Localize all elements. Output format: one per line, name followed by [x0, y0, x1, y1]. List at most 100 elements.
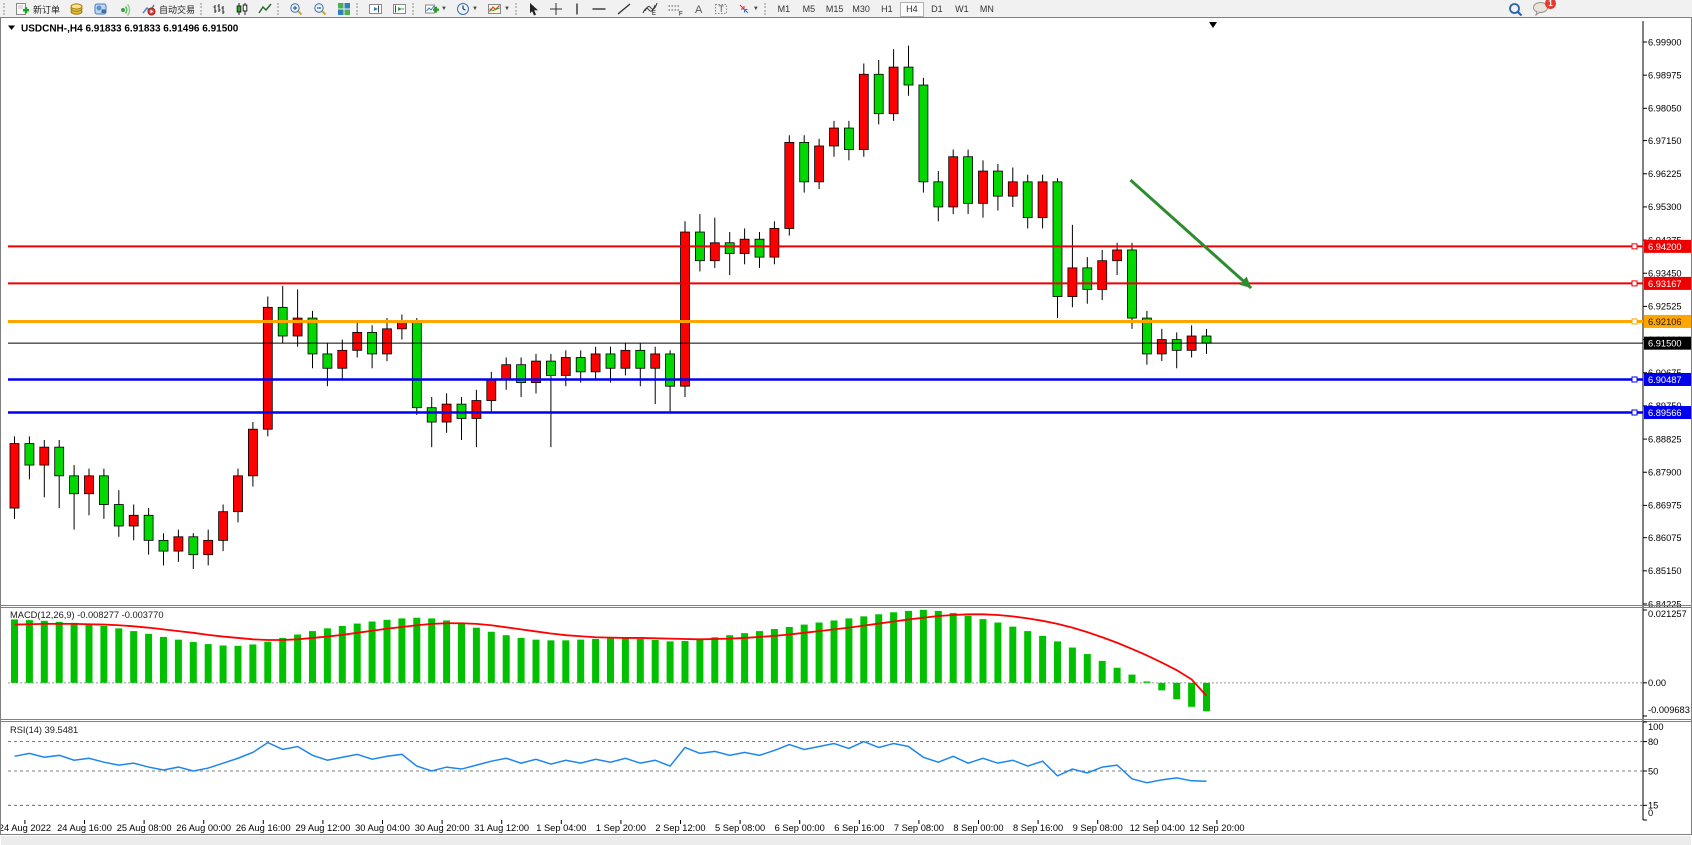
macd-histogram-bar: [294, 634, 302, 683]
svg-text:8 Sep 16:00: 8 Sep 16:00: [1013, 823, 1063, 833]
chart-canvas[interactable]: 6.99900 6.98975 6.98050 6.97150 6.96225 6.953…: [0, 17, 1692, 845]
symbol-dropdown-icon[interactable]: [8, 25, 15, 31]
trend-arrow-line: [1129, 178, 1253, 290]
trendline-button[interactable]: [612, 1, 636, 17]
zoom-out-button[interactable]: [309, 1, 332, 17]
line-chart-button[interactable]: [254, 1, 276, 17]
timeframe-h4[interactable]: H4: [899, 1, 924, 17]
timeframe-m5[interactable]: M5: [802, 3, 816, 14]
price-lines[interactable]: 6.94200 6.93167 6.92106 6.91500 6.90487 6.895…: [8, 239, 1692, 420]
timeframe-mn[interactable]: MN: [979, 3, 994, 14]
macd-histogram-bar: [890, 612, 898, 683]
data-window-icon: [94, 3, 107, 15]
fibonacci-button[interactable]: E: [637, 1, 662, 17]
timeframe-m30[interactable]: M30: [852, 3, 870, 14]
vertical-line-button[interactable]: [568, 1, 586, 17]
periods-button[interactable]: ▼: [452, 1, 482, 17]
svg-text:6.97150: 6.97150: [1648, 136, 1682, 146]
candlestick-chart-icon: [236, 3, 248, 15]
horizontal-line-button[interactable]: [587, 1, 611, 17]
price-tag: [1644, 406, 1692, 420]
crosshair-button[interactable]: [545, 1, 567, 17]
macd-histogram-bar: [85, 624, 93, 683]
svg-text:6.98050: 6.98050: [1648, 104, 1682, 114]
macd-histogram-bar: [1024, 631, 1032, 683]
candle-body: [605, 353, 616, 369]
candle-body: [769, 228, 780, 258]
price-tag: [1644, 314, 1692, 328]
new-order-button[interactable]: 新订单: [11, 1, 64, 17]
chart-shift-marker[interactable]: [1209, 22, 1217, 28]
text-label-button[interactable]: T: [710, 1, 732, 17]
toolbar-drag-handle[interactable]: [514, 3, 520, 15]
candle-body: [799, 141, 810, 183]
macd-histogram-bar: [472, 627, 480, 683]
candle-body: [709, 242, 720, 262]
candle-body: [1022, 181, 1033, 219]
candle-body: [173, 536, 184, 552]
dropdown-caret[interactable]: ▼: [471, 6, 478, 12]
macd-histogram-bar: [517, 637, 525, 683]
data-window-button[interactable]: [89, 1, 112, 17]
dropdown-caret[interactable]: ▼: [503, 6, 510, 12]
macd-histogram-bar: [40, 620, 48, 683]
macd-histogram-bar: [696, 639, 704, 683]
svg-text:A: A: [695, 4, 703, 16]
macd-histogram-bar: [860, 616, 868, 683]
templates-button[interactable]: ▼: [483, 1, 514, 17]
svg-text:7 Sep 08:00: 7 Sep 08:00: [894, 823, 944, 833]
zoom-in-button[interactable]: [285, 1, 308, 17]
price-tag: [1644, 336, 1692, 350]
toolbar-drag-handle[interactable]: [763, 3, 769, 15]
auto-scroll-icon: [393, 4, 407, 14]
svg-text:-0.009683: -0.009683: [1648, 705, 1690, 715]
cursor-button[interactable]: [523, 1, 544, 17]
line-anchor-handle: [1631, 280, 1638, 287]
toolbar-drag-handle[interactable]: [277, 3, 282, 15]
macd-histogram-bar: [25, 620, 33, 683]
text-button[interactable]: A: [689, 1, 709, 17]
timeframe-w1[interactable]: W1: [955, 3, 969, 14]
panel-separators[interactable]: [0, 605, 1692, 722]
price-tag-label: 6.94200: [1648, 242, 1682, 252]
timeframe-m15[interactable]: M15: [825, 3, 844, 14]
macd-histogram-bar: [1143, 681, 1151, 683]
text-label-icon: T: [714, 4, 727, 14]
candle-body: [337, 349, 348, 369]
search-icon[interactable]: [1508, 2, 1523, 17]
candlestick-chart-button[interactable]: [231, 1, 253, 17]
signals-button[interactable]: [113, 1, 136, 17]
timeframe-d1[interactable]: D1: [931, 3, 943, 14]
svg-text:30 Aug 20:00: 30 Aug 20:00: [415, 823, 470, 833]
tile-windows-button[interactable]: [333, 1, 355, 17]
market-watch-button[interactable]: [65, 1, 88, 17]
indicators-button[interactable]: ▼: [420, 1, 451, 17]
candle-body: [69, 475, 79, 495]
timeframe-m1[interactable]: M1: [777, 3, 791, 14]
toolbar-drag-handle[interactable]: [356, 3, 361, 15]
candle-body: [829, 127, 839, 147]
dropdown-caret[interactable]: ▼: [441, 6, 447, 12]
macd-histogram-bar: [1203, 682, 1210, 712]
macd-histogram-bar: [1113, 667, 1121, 683]
candle-body: [784, 141, 795, 229]
dropdown-caret[interactable]: ▼: [752, 6, 759, 12]
svg-text:6.92525: 6.92525: [1648, 302, 1682, 312]
notifications-button[interactable]: 1: [1532, 0, 1556, 18]
channel-button[interactable]: F: [663, 1, 688, 17]
toolbar-drag-handle[interactable]: [200, 3, 205, 15]
arrows-button[interactable]: ▼: [733, 1, 763, 17]
chart-shift-button[interactable]: [364, 1, 387, 17]
auto-scroll-button[interactable]: [388, 1, 411, 17]
macd-histogram-bar: [547, 640, 555, 683]
bar-chart-button[interactable]: [208, 1, 230, 17]
autotrading-button[interactable]: 自动交易: [137, 1, 199, 17]
arrow-annotation[interactable]: [1129, 178, 1253, 290]
macd-histogram-bar: [741, 633, 749, 683]
toolbar-drag-handle[interactable]: [3, 3, 8, 15]
svg-text:6 Sep 16:00: 6 Sep 16:00: [834, 823, 884, 833]
candle-body: [1097, 260, 1108, 290]
timeframe-h1[interactable]: H1: [881, 3, 893, 14]
toolbar-drag-handle[interactable]: [412, 3, 417, 15]
candle-body: [754, 238, 765, 258]
